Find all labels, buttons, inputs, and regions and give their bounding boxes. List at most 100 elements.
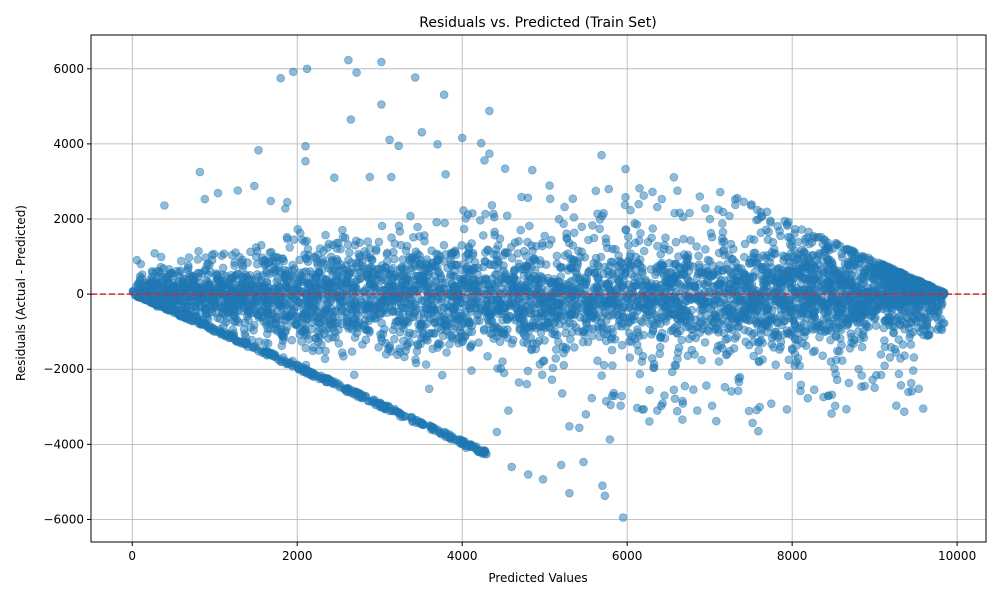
- data-point: [360, 315, 370, 325]
- data-point: [531, 242, 541, 251]
- data-point: [652, 202, 662, 212]
- data-point: [625, 353, 635, 362]
- data-point: [580, 280, 590, 290]
- data-point: [709, 300, 719, 310]
- data-point: [869, 281, 879, 291]
- data-point: [469, 263, 479, 273]
- data-point: [936, 299, 946, 309]
- data-point: [289, 264, 299, 273]
- data-point: [635, 369, 645, 379]
- data-point: [507, 253, 517, 263]
- data-point: [295, 255, 304, 265]
- data-point: [575, 298, 585, 308]
- scatter-points: [128, 55, 949, 522]
- data-point: [670, 394, 680, 404]
- data-point: [699, 320, 708, 330]
- data-point: [645, 385, 654, 395]
- data-point: [608, 361, 617, 370]
- data-point: [402, 261, 412, 270]
- data-point: [906, 329, 915, 339]
- data-point: [782, 405, 792, 414]
- data-point: [440, 218, 450, 228]
- data-point: [261, 346, 271, 356]
- data-point: [639, 191, 648, 200]
- data-point: [597, 313, 606, 323]
- data-point: [754, 337, 763, 347]
- data-point: [808, 347, 818, 357]
- data-point: [595, 332, 604, 342]
- data-point: [900, 351, 909, 360]
- data-point: [204, 314, 213, 324]
- data-point: [500, 248, 510, 257]
- data-point: [707, 401, 717, 411]
- data-point: [330, 312, 340, 322]
- data-point: [701, 204, 710, 213]
- data-point: [569, 213, 579, 222]
- data-point: [569, 228, 579, 238]
- data-point: [673, 298, 683, 307]
- data-point: [885, 353, 895, 362]
- data-point: [221, 317, 231, 327]
- data-point: [354, 258, 364, 267]
- data-point: [525, 221, 534, 231]
- data-point: [480, 256, 490, 266]
- data-point: [572, 269, 582, 278]
- data-point: [471, 303, 480, 313]
- data-point: [383, 248, 392, 258]
- data-point: [686, 236, 695, 245]
- data-point: [710, 310, 719, 320]
- data-point: [805, 239, 814, 249]
- data-point: [762, 317, 772, 327]
- data-point: [880, 361, 889, 371]
- data-point: [624, 303, 634, 313]
- data-point: [434, 338, 444, 348]
- data-point: [510, 238, 520, 248]
- data-point: [156, 252, 166, 262]
- data-point: [641, 294, 651, 304]
- data-point: [766, 218, 775, 227]
- data-point: [417, 418, 426, 427]
- data-point: [844, 378, 854, 388]
- data-point: [557, 389, 567, 398]
- data-point: [793, 264, 803, 273]
- data-point: [584, 235, 593, 245]
- data-point: [639, 246, 649, 256]
- data-point: [787, 272, 796, 282]
- data-point: [494, 258, 504, 267]
- data-point: [848, 313, 857, 323]
- data-point: [840, 260, 850, 269]
- data-point: [147, 272, 157, 282]
- data-point: [922, 321, 931, 330]
- data-point: [193, 255, 203, 264]
- data-point: [553, 337, 563, 347]
- data-point: [683, 275, 693, 285]
- data-point: [309, 342, 318, 352]
- data-point: [826, 335, 835, 345]
- data-point: [907, 386, 917, 396]
- data-point: [672, 406, 682, 416]
- data-point: [776, 231, 785, 241]
- data-point: [876, 350, 886, 359]
- data-point: [513, 284, 523, 294]
- data-point: [232, 275, 242, 284]
- data-point: [741, 303, 750, 312]
- data-point: [280, 310, 290, 320]
- data-point: [272, 277, 282, 286]
- data-point: [648, 224, 657, 233]
- data-point: [588, 324, 598, 333]
- data-point: [895, 319, 905, 329]
- data-point: [834, 317, 843, 327]
- data-point: [918, 404, 928, 413]
- data-point: [207, 307, 217, 317]
- chart-title: Residuals vs. Predicted (Train Set): [419, 15, 656, 31]
- data-point: [825, 262, 835, 272]
- data-point: [777, 314, 787, 324]
- data-point: [808, 271, 817, 281]
- data-point: [694, 251, 703, 261]
- data-point: [405, 328, 415, 338]
- data-point: [783, 232, 793, 242]
- data-point: [428, 344, 438, 354]
- data-point: [933, 325, 942, 334]
- data-point: [523, 366, 533, 376]
- data-point: [616, 258, 626, 268]
